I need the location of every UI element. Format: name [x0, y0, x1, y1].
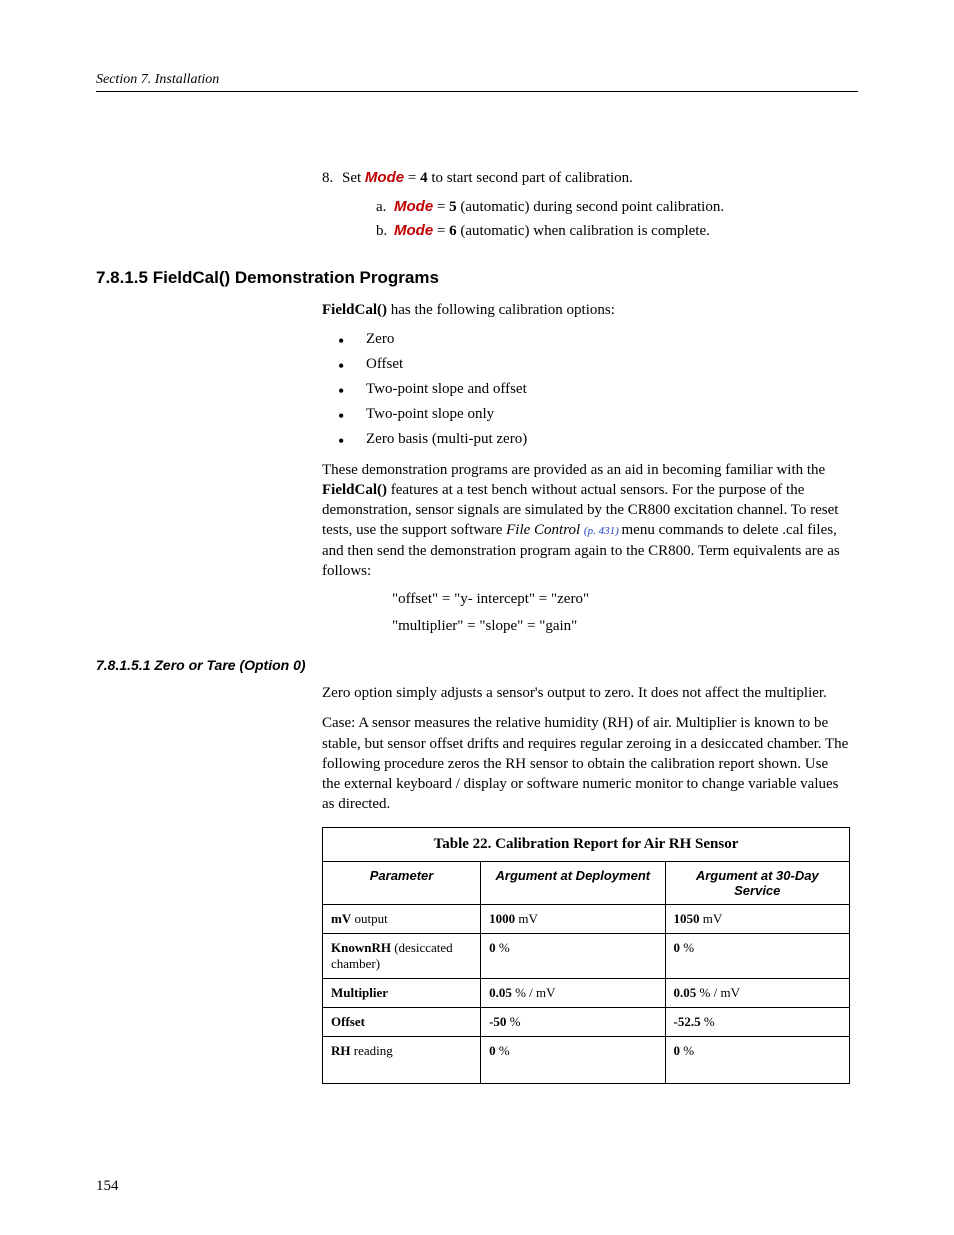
- cell-parameter: RH reading: [323, 1036, 481, 1083]
- col-header-parameter: Parameter: [323, 861, 481, 904]
- heading-7-8-1-5: 7.8.1.5 FieldCal() Demonstration Program…: [96, 268, 858, 288]
- cell-service: 1050 mV: [665, 904, 849, 933]
- demo-paragraph: These demonstration programs are provide…: [322, 460, 850, 582]
- cell-deployment: 0 %: [481, 933, 665, 978]
- cell-service: 0.05 % / mV: [665, 978, 849, 1007]
- substep-a: a.Mode = 5 (automatic) during second poi…: [376, 198, 850, 216]
- cell-parameter: mV output: [323, 904, 481, 933]
- text: (automatic) during second point calibrat…: [457, 199, 724, 215]
- cell-deployment: 0.05 % / mV: [481, 978, 665, 1007]
- page-number: 154: [96, 1178, 119, 1195]
- table-row: KnownRH (desiccated chamber)0 %0 %: [323, 933, 850, 978]
- zero-section: Zero option simply adjusts a sensor's ou…: [322, 683, 850, 1084]
- substep-b: b.Mode = 6 (automatic) when calibration …: [376, 222, 850, 240]
- calibration-table-wrap: Table 22. Calibration Report for Air RH …: [322, 827, 850, 1084]
- fieldcal-bold: FieldCal(): [322, 302, 387, 318]
- table-row: Offset-50 %-52.5 %: [323, 1007, 850, 1036]
- step-8-sublist: a.Mode = 5 (automatic) during second poi…: [376, 198, 850, 240]
- zero-paragraph-1: Zero option simply adjusts a sensor's ou…: [322, 683, 850, 703]
- intro-paragraph: FieldCal() has the following calibration…: [322, 300, 850, 320]
- text: =: [433, 223, 449, 239]
- table-row: Multiplier0.05 % / mV0.05 % / mV: [323, 978, 850, 1007]
- mode-keyword: Mode: [394, 222, 433, 239]
- cell-service: 0 %: [665, 1036, 849, 1083]
- term-equivalents: "offset" = "y- intercept" = "zero" "mult…: [392, 591, 850, 635]
- text: These demonstration programs are provide…: [322, 462, 825, 478]
- table-row: mV output1000 mV1050 mV: [323, 904, 850, 933]
- fieldcal-bold: FieldCal(): [322, 482, 387, 498]
- cell-deployment: -50 %: [481, 1007, 665, 1036]
- cell-service: 0 %: [665, 933, 849, 978]
- text: =: [433, 199, 449, 215]
- section-body: FieldCal() has the following calibration…: [322, 300, 850, 635]
- col-header-service: Argument at 30-Day Service: [665, 861, 849, 904]
- list-item: Zero: [322, 331, 850, 348]
- substep-letter: b.: [376, 223, 394, 240]
- cell-deployment: 1000 mV: [481, 904, 665, 933]
- list-item: Offset: [322, 356, 850, 373]
- value: 5: [449, 199, 457, 215]
- cell-parameter: Multiplier: [323, 978, 481, 1007]
- substep-letter: a.: [376, 199, 394, 216]
- table-row: RH reading0 %0 %: [323, 1036, 850, 1083]
- col-header-deployment: Argument at Deployment: [481, 861, 665, 904]
- cell-parameter: Offset: [323, 1007, 481, 1036]
- main-column: 8.Set Mode = 4 to start second part of c…: [322, 168, 850, 240]
- equiv-line: "offset" = "y- intercept" = "zero": [392, 591, 850, 608]
- value: 4: [420, 170, 428, 186]
- table-body: mV output1000 mV1050 mVKnownRH (desiccat…: [323, 904, 850, 1083]
- text: has the following calibration options:: [387, 302, 615, 318]
- file-control-italic: File Control: [506, 522, 584, 538]
- step-number: 8.: [322, 168, 342, 188]
- page-ref-link[interactable]: (p. 431): [584, 525, 622, 537]
- page: Section 7. Installation 8.Set Mode = 4 t…: [0, 0, 954, 1235]
- table-title-row: Table 22. Calibration Report for Air RH …: [323, 827, 850, 861]
- running-header: Section 7. Installation: [96, 72, 858, 92]
- value: 6: [449, 223, 457, 239]
- table-title: Table 22. Calibration Report for Air RH …: [323, 827, 850, 861]
- heading-7-8-1-5-1: 7.8.1.5.1 Zero or Tare (Option 0): [96, 657, 858, 673]
- text: to start second part of calibration.: [428, 170, 633, 186]
- cell-service: -52.5 %: [665, 1007, 849, 1036]
- list-item: Two-point slope only: [322, 406, 850, 423]
- cell-deployment: 0 %: [481, 1036, 665, 1083]
- text: =: [404, 170, 420, 186]
- list-item: Two-point slope and offset: [322, 381, 850, 398]
- equiv-line: "multiplier" = "slope" = "gain": [392, 618, 850, 635]
- text: (automatic) when calibration is complete…: [457, 223, 710, 239]
- step-8: 8.Set Mode = 4 to start second part of c…: [322, 168, 850, 188]
- mode-keyword: Mode: [394, 198, 433, 215]
- calibration-table: Table 22. Calibration Report for Air RH …: [322, 827, 850, 1084]
- list-item: Zero basis (multi-put zero): [322, 431, 850, 448]
- mode-keyword: Mode: [365, 169, 404, 186]
- table-header-row: Parameter Argument at Deployment Argumen…: [323, 861, 850, 904]
- options-list: Zero Offset Two-point slope and offset T…: [322, 331, 850, 448]
- cell-parameter: KnownRH (desiccated chamber): [323, 933, 481, 978]
- zero-paragraph-2: Case: A sensor measures the relative hum…: [322, 713, 850, 814]
- text: Set: [342, 170, 365, 186]
